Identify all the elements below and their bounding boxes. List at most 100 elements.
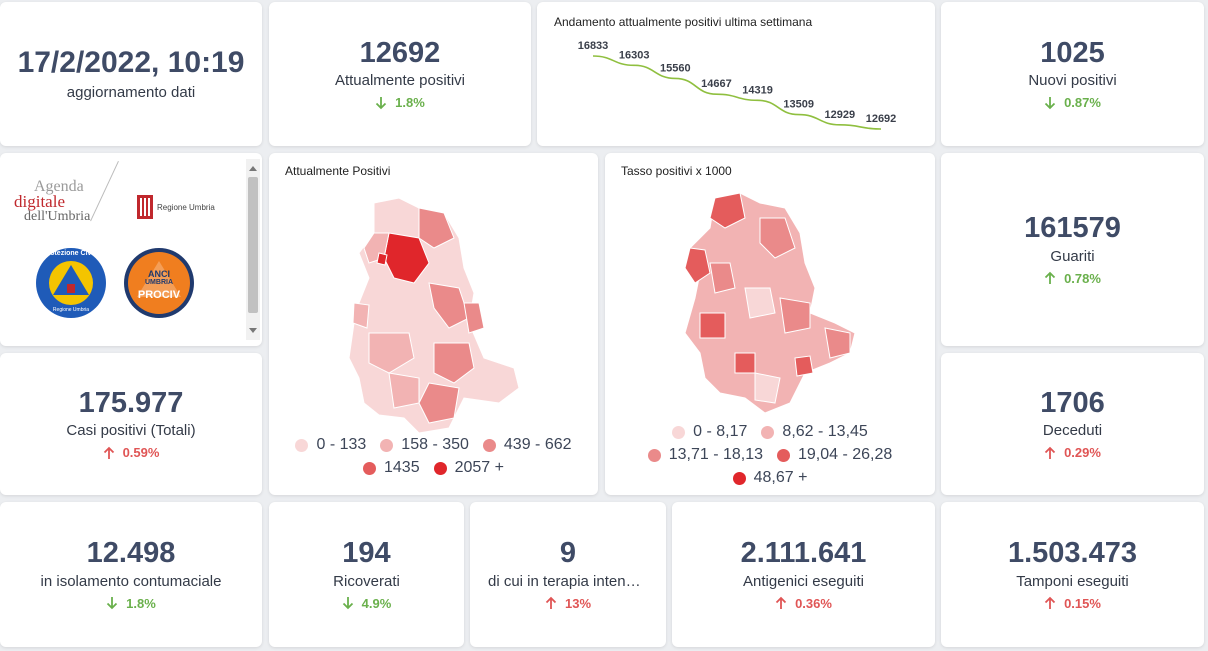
legend-item[interactable]: 8,62 - 13,45 (761, 423, 868, 441)
trend-data-label: 15560 (660, 62, 691, 74)
attualmente-positivi-card: 12692 Attualmente positivi 1.8% (269, 2, 531, 146)
arrow-up-icon (1044, 596, 1056, 610)
map-tasso-title: Tasso positivi x 1000 (621, 164, 732, 178)
delta-value: 0.29% (1064, 445, 1101, 461)
guariti-delta: 0.78% (1044, 271, 1101, 286)
arrow-down-icon (376, 96, 387, 109)
regione-umbria-emblem-icon (137, 195, 153, 219)
update-label: aggiornamento dati (66, 84, 196, 102)
scroll-up-icon[interactable] (246, 163, 260, 175)
guariti-label: Guariti (1050, 247, 1095, 265)
agenda-logo-line2: digitale (14, 192, 65, 212)
trend-data-label: 12692 (866, 113, 897, 125)
guariti-card: 161579 Guariti 0.78% (941, 153, 1204, 346)
antigenici-card: 2.111.641 Antigenici eseguiti 0.36% (672, 502, 935, 647)
casi-totali-value: 175.977 (78, 386, 184, 419)
scroll-thumb[interactable] (248, 177, 258, 313)
legend-item[interactable]: 439 - 662 (482, 436, 572, 454)
logo-divider (90, 161, 119, 222)
trend-data-label: 16833 (578, 40, 609, 52)
legend-item[interactable]: 2057 + (433, 459, 504, 477)
arrow-up-icon (775, 596, 787, 610)
isolamento-card: 12.498 in isolamento contumaciale 1.8% (0, 502, 262, 647)
anci-umbria-text: UMBRIA (145, 279, 173, 286)
casi-totali-card: 175.977 Casi positivi (Totali) 0.59% (0, 353, 262, 495)
antigenici-value: 2.111.641 (740, 537, 867, 570)
tamponi-delta: 0.15% (1044, 596, 1101, 611)
arrow-up-icon (1044, 446, 1056, 459)
legend-swatch-icon (777, 448, 790, 462)
umbria-positivi-map[interactable] (269, 193, 598, 433)
legend-swatch-icon (433, 461, 447, 475)
trend-line-chart: 16833 16303 15560 14667 14319 13509 12929 12692 (578, 40, 897, 130)
guariti-value: 161579 (1024, 212, 1121, 245)
delta-value: 0.36% (795, 595, 832, 611)
ricoverati-delta: 4.9% (342, 595, 392, 611)
arrow-down-icon (107, 597, 118, 610)
legend-label: 0 - 133 (316, 436, 367, 453)
legend-item[interactable]: 48,67 + (732, 469, 808, 487)
trend-title: Andamento attualmente positivi ultima se… (554, 15, 813, 29)
casi-totali-delta: 0.59% (103, 445, 160, 461)
arrow-down-icon (1044, 96, 1056, 109)
legend-row: 0 - 133 158 - 350 439 - 662 (269, 436, 598, 454)
tamponi-label: Tamponi eseguiti (1016, 572, 1129, 590)
arrow-up-icon (1044, 271, 1056, 285)
antigenici-delta: 0.36% (775, 596, 832, 611)
ricoverati-card: 194 Ricoverati 4.9% (269, 502, 464, 647)
nuovi-positivi-delta: 0.87% (1044, 95, 1101, 110)
terapia-value: 9 (559, 537, 577, 570)
protezione-civile-subtext: Regione Umbria (52, 307, 90, 313)
logos-scrollbar[interactable] (246, 159, 260, 340)
antigenici-label: Antigenici eseguiti (743, 572, 864, 590)
trend-data-label: 14319 (742, 84, 773, 96)
map-positivi-legend: 0 - 133 158 - 350 439 - 662 1435 2057 + (269, 436, 598, 482)
terapia-delta: 13% (545, 596, 591, 611)
legend-item[interactable]: 0 - 8,17 (672, 423, 747, 441)
legend-swatch-icon (647, 448, 661, 462)
legend-item[interactable]: 0 - 133 (295, 436, 366, 454)
legend-row: 13,71 - 18,13 19,04 - 26,28 (605, 446, 935, 464)
agenda-logo-line3: dell'Umbria (24, 209, 91, 225)
legend-item[interactable]: 13,71 - 18,13 (647, 446, 763, 464)
arrow-down-icon (342, 597, 353, 610)
ricoverati-value: 194 (342, 537, 391, 570)
isolamento-label: in isolamento contumaciale (40, 572, 222, 590)
protezione-civile-badge-icon (36, 248, 106, 318)
legend-swatch-icon (732, 471, 746, 485)
arrow-up-icon (103, 446, 114, 459)
legend-item[interactable]: 1435 (363, 459, 420, 477)
protezione-civile-logo: Protezione Civile Regione Umbria (35, 247, 107, 319)
legend-label: 48,67 + (753, 469, 808, 486)
legend-item[interactable]: 158 - 350 (380, 436, 469, 454)
legend-label: 8,62 - 13,45 (782, 423, 868, 440)
trend-data-label: 16303 (619, 49, 650, 61)
update-card: 17/2/2022, 10:19 aggiornamento dati (0, 2, 262, 146)
regione-umbria-logo: Regione Umbria (137, 195, 215, 219)
legend-swatch-icon (761, 425, 775, 439)
delta-value: 4.9% (361, 595, 392, 611)
anci-text: ANCI (148, 269, 170, 279)
delta-value: 0.78% (1064, 270, 1101, 286)
scroll-down-icon[interactable] (246, 324, 260, 336)
delta-value: 0.59% (122, 445, 160, 461)
legend-row: 0 - 8,17 8,62 - 13,45 (605, 423, 935, 441)
legend-label: 2057 + (454, 459, 504, 476)
update-datetime: 17/2/2022, 10:19 (17, 45, 245, 79)
delta-value: 0.15% (1064, 595, 1101, 611)
trend-data-label: 13509 (783, 99, 814, 111)
legend-item[interactable]: 19,04 - 26,28 (777, 446, 892, 464)
attualmente-positivi-value: 12692 (359, 36, 441, 69)
prociv-text: PROCIV (137, 289, 181, 301)
isolamento-value: 12.498 (86, 537, 176, 570)
tamponi-card: 1.503.473 Tamponi eseguiti 0.15% (941, 502, 1204, 647)
deceduti-label: Deceduti (1042, 422, 1103, 440)
legend-swatch-icon (363, 461, 376, 475)
trend-series-line (592, 55, 882, 130)
legend-swatch-icon (482, 438, 496, 452)
deceduti-delta: 0.29% (1044, 445, 1101, 460)
umbria-tasso-map[interactable] (605, 188, 935, 418)
nuovi-positivi-value: 1025 (1040, 36, 1105, 69)
map-positivi-card: Attualmente Positivi 0 - 133 158 - 350 439… (269, 153, 598, 495)
legend-swatch-icon (672, 425, 686, 439)
